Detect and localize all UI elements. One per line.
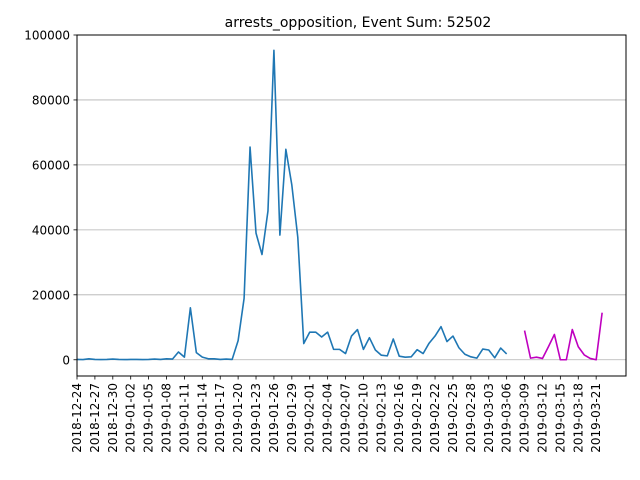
x-tick-label: 2019-02-13 (374, 383, 388, 453)
y-tick-label: 60000 (32, 158, 70, 172)
x-tick-label: 2019-01-26 (267, 383, 281, 453)
y-tick-label: 80000 (32, 93, 70, 107)
x-tick-label: 2019-02-10 (356, 383, 370, 453)
x-tick-label: 2018-12-27 (88, 383, 102, 453)
x-tick-label: 2019-02-25 (446, 383, 460, 453)
x-tick-label: 2019-03-06 (500, 383, 514, 453)
y-tick-label: 20000 (32, 288, 70, 302)
x-tick-label: 2019-01-02 (124, 383, 138, 453)
x-tick-label: 2019-03-15 (553, 383, 567, 453)
x-tick-label: 2019-02-28 (464, 383, 478, 453)
x-tick-label: 2018-12-30 (106, 383, 120, 453)
x-tick-label: 2019-03-12 (535, 383, 549, 453)
x-tick-label: 2019-01-20 (231, 383, 245, 453)
x-tick-label: 2019-01-14 (195, 383, 209, 453)
gridlines (77, 34, 626, 361)
series-line-2 (523, 312, 603, 361)
y-tick-label: 100000 (24, 29, 70, 43)
x-tick-label: 2019-02-22 (428, 383, 442, 453)
x-tick-label: 2019-02-19 (410, 383, 424, 453)
x-tick-label: 2019-03-21 (589, 383, 603, 453)
series-line-1 (76, 49, 508, 361)
series-lines (76, 49, 603, 361)
x-tick-label: 2019-03-18 (571, 383, 585, 453)
x-tick-label: 2019-03-03 (482, 383, 496, 453)
y-tick-label: 40000 (32, 223, 70, 237)
x-tick-label: 2018-12-24 (70, 383, 84, 453)
plot-frame (76, 34, 627, 377)
x-tick-label: 2019-01-11 (177, 383, 191, 453)
chart-title: arrests_opposition, Event Sum: 52502 (225, 15, 492, 31)
x-tick-label: 2019-02-04 (321, 383, 335, 453)
y-axis: 0 20000 40000 60000 80000 100000 (24, 29, 77, 367)
x-tick-label: 2019-02-01 (303, 383, 317, 453)
x-tick-label: 2019-01-23 (249, 383, 263, 453)
x-tick-label: 2019-01-29 (285, 383, 299, 453)
x-axis: 2018-12-24 2018-12-27 2018-12-30 2019-01-02… (70, 376, 603, 453)
x-tick-label: 2019-02-16 (392, 383, 406, 453)
x-tick-label: 2019-02-07 (339, 383, 353, 453)
x-tick-label: 2019-01-05 (142, 383, 156, 453)
y-tick-label: 0 (62, 353, 70, 367)
x-tick-label: 2019-01-17 (213, 383, 227, 453)
x-tick-label: 2019-03-09 (518, 383, 532, 453)
x-tick-label: 2019-01-08 (160, 383, 174, 453)
